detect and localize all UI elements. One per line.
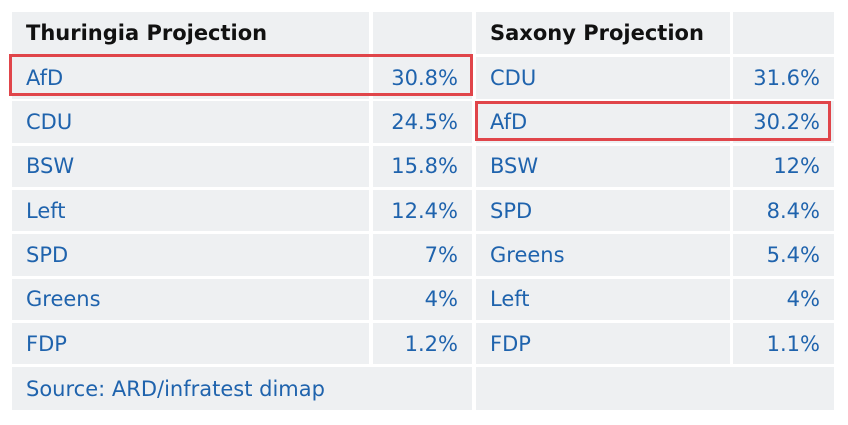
party-share: 5.4% [733,234,834,276]
party-share: 24.5% [373,101,472,143]
table-title: Thuringia Projection [12,12,369,54]
source-blank [476,367,834,410]
highlight-box [9,54,473,96]
header-blank [373,12,472,54]
party-name: BSW [12,145,369,188]
party-name: Greens [476,234,730,276]
party-name: AfD [12,57,369,99]
party-share: 1.2% [373,322,472,365]
party-name: Left [12,189,369,232]
party-name: Left [476,278,730,320]
party-share: 1.1% [733,322,834,365]
party-name: SPD [12,234,369,276]
party-share: 4% [373,278,472,320]
party-share: 4% [733,278,834,320]
party-name: CDU [476,57,730,99]
party-name: AfD [476,101,730,143]
party-share: 8.4% [733,189,834,232]
party-name: FDP [12,322,369,365]
highlight-box [475,101,831,141]
party-name: SPD [476,189,730,232]
party-share: 12.4% [373,189,472,232]
party-name: Greens [12,278,369,320]
table-title: Saxony Projection [476,12,730,54]
party-name: CDU [12,101,369,143]
party-share: 7% [373,234,472,276]
party-share: 30.8% [373,57,472,99]
header-blank [733,12,834,54]
party-share: 31.6% [733,57,834,99]
party-share: 30.2% [733,101,834,143]
party-name: FDP [476,322,730,365]
party-share: 15.8% [373,145,472,188]
party-name: BSW [476,145,730,188]
source-note: Source: ARD/infratest dimap [12,367,472,410]
party-share: 12% [733,145,834,188]
